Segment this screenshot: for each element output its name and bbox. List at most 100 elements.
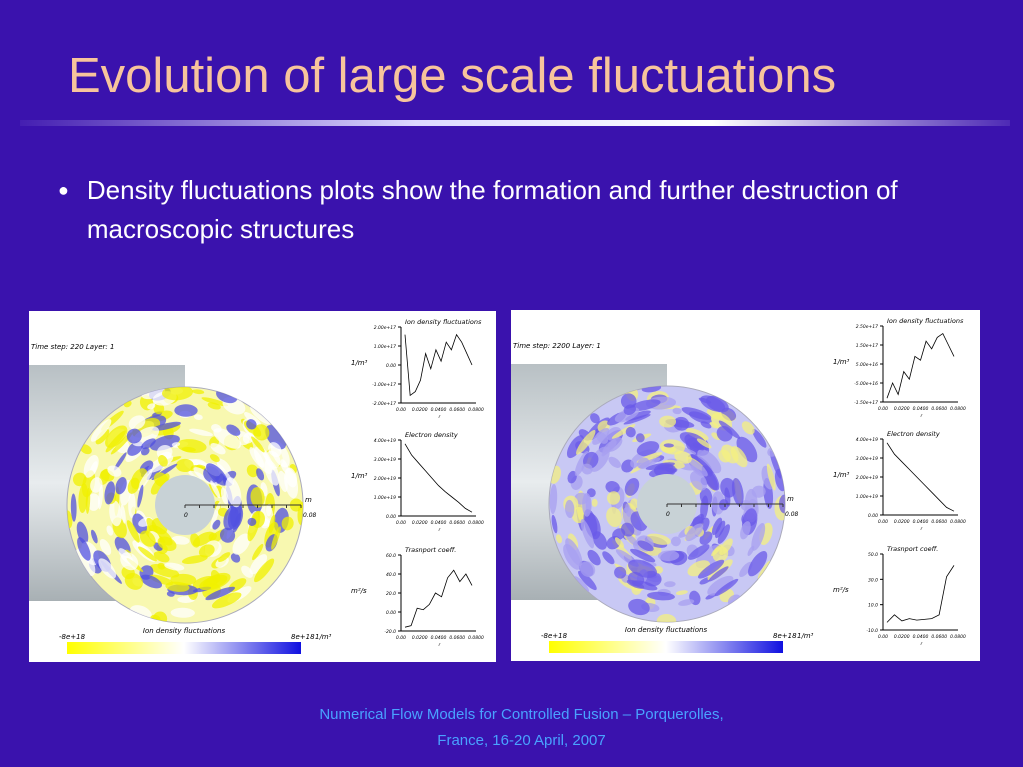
blob <box>210 480 221 499</box>
y-tick-label: -20.0 <box>384 629 396 635</box>
blob <box>717 524 730 544</box>
radius-zero: 0 <box>184 512 188 519</box>
blob <box>90 419 112 442</box>
plot-ylabel: 1/m³ <box>351 472 368 480</box>
blob <box>630 498 639 509</box>
footer-line: Numerical Flow Models for Controlled Fus… <box>319 706 724 723</box>
x-tick-label: 0.0400 <box>913 634 929 640</box>
profile-curve <box>886 442 955 512</box>
x-tick-label: 0.0800 <box>468 635 484 641</box>
blob <box>157 562 166 570</box>
blob <box>721 444 739 464</box>
colorbar-title: Ion density fluctuations <box>143 627 226 635</box>
blob <box>659 415 677 428</box>
x-tick-label: 0.0200 <box>894 519 910 525</box>
blob <box>720 477 737 498</box>
blob <box>624 477 640 496</box>
step-label: Time step: 220 Layer: 1 <box>31 343 114 351</box>
blob <box>690 471 708 491</box>
colorbar-max: 8e+18 <box>773 632 797 640</box>
blob <box>551 514 558 534</box>
blob <box>769 450 782 479</box>
blob <box>576 429 596 455</box>
blob <box>189 428 214 437</box>
blob <box>751 485 766 498</box>
blob <box>698 397 712 404</box>
blob <box>591 498 598 507</box>
y-tick-label: 0.00 <box>386 514 396 520</box>
blob <box>137 468 153 491</box>
blob <box>653 463 677 478</box>
colorbar-title: Ion density fluctuations <box>625 626 708 634</box>
blob <box>242 432 255 444</box>
profile-curve <box>886 565 955 623</box>
blob <box>171 442 181 447</box>
blob <box>252 543 264 561</box>
blob <box>678 599 695 606</box>
blob <box>225 477 242 508</box>
blob <box>625 426 636 438</box>
y-tick-label: 40.0 <box>386 572 396 578</box>
blob <box>748 550 768 577</box>
blob <box>226 424 241 436</box>
blob <box>209 454 220 463</box>
blob <box>157 536 177 552</box>
plot-xlabel: r <box>439 527 442 533</box>
blob <box>128 491 136 519</box>
radius-max: 0.08 <box>303 512 317 519</box>
blob <box>212 519 221 530</box>
y-tick-label: 3.00e+19 <box>374 457 396 463</box>
blob <box>602 439 617 455</box>
blob <box>107 465 122 477</box>
blob <box>67 510 73 529</box>
blob <box>741 421 755 435</box>
plot-title: Electron density <box>405 431 458 439</box>
radius-zero: 0 <box>666 511 670 518</box>
blob <box>232 533 251 555</box>
blob <box>174 404 198 417</box>
blob <box>647 591 675 601</box>
blob <box>91 529 98 544</box>
blob <box>246 419 257 430</box>
colorbar-min: -8e+18 <box>59 633 86 641</box>
blob <box>757 560 771 579</box>
slide-title: Evolution of large scale fluctuations <box>68 49 837 103</box>
x-tick-label: 0.00 <box>878 634 888 640</box>
y-tick-label: -5.00e+16 <box>854 381 878 387</box>
blob <box>75 548 96 577</box>
blob <box>285 467 298 488</box>
profile-curve <box>404 333 473 397</box>
blob <box>681 407 712 420</box>
blob <box>115 477 127 495</box>
blob <box>297 501 303 526</box>
blob <box>140 574 163 589</box>
blob <box>778 494 785 514</box>
blob <box>247 517 257 526</box>
plot-title: Trasnport coeff. <box>887 545 938 553</box>
blob <box>250 406 272 425</box>
blob <box>711 517 723 536</box>
blob <box>628 559 657 578</box>
blob <box>711 544 723 557</box>
blob <box>249 554 268 575</box>
blob <box>114 452 127 471</box>
blob <box>555 534 563 544</box>
blob <box>193 414 203 420</box>
blob <box>104 481 116 505</box>
blob <box>714 520 726 539</box>
blob <box>208 532 217 541</box>
blob <box>264 459 280 486</box>
blob <box>141 438 156 450</box>
blob <box>628 598 650 616</box>
y-tick-label: 30.0 <box>868 577 878 583</box>
blob <box>230 553 241 563</box>
blob <box>574 576 589 593</box>
blob <box>106 525 114 536</box>
colorbar <box>67 642 301 654</box>
blob <box>158 455 168 467</box>
fluctuation-pattern <box>549 386 785 622</box>
blob <box>636 441 660 457</box>
x-tick-label: 0.0800 <box>950 634 966 640</box>
blob <box>679 432 707 449</box>
step-label: Time step: 2200 Layer: 1 <box>513 342 601 350</box>
